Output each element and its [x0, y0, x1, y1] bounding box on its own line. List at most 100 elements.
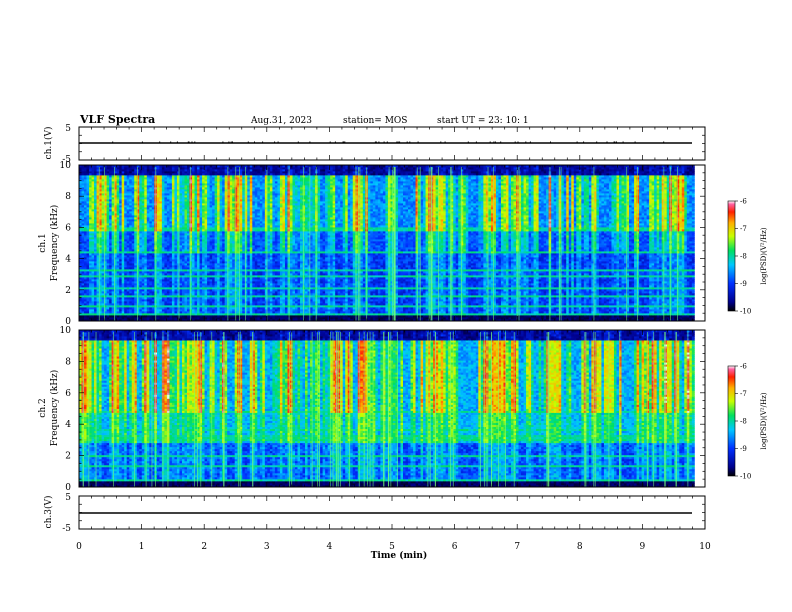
ch1-waveform-sample: [525, 142, 526, 143]
ch1-waveform-sample: [476, 142, 477, 143]
ch1-waveform-sample: [418, 142, 419, 143]
ch2-colorbar-gradient: [728, 366, 735, 476]
ch1-waveform-sample: [159, 142, 160, 143]
ch3-ytick-top: 5: [65, 493, 71, 503]
ch1-waveform-sample: [248, 142, 249, 143]
freq-tick-label: 8: [65, 192, 71, 202]
ch1-waveform-sample: [142, 142, 143, 143]
time-tick-label: 8: [577, 542, 583, 552]
ch1-spectrogram-image: [79, 165, 695, 321]
time-axis-title: Time (min): [371, 550, 428, 561]
freq-tick-label: 10: [60, 161, 72, 171]
station-label: station= MOS: [343, 116, 407, 126]
ch1-waveform-sample: [550, 142, 551, 143]
time-tick-label: 10: [699, 542, 711, 552]
freq-tick-label: 6: [65, 223, 71, 233]
time-tick-label: 7: [514, 542, 520, 552]
ch1-waveform-sample: [274, 142, 275, 143]
ch3-ytick-bottom: -5: [62, 524, 71, 534]
ch1-waveform-sample: [495, 142, 496, 143]
freq-tick-label: 2: [65, 286, 71, 296]
ch1-waveform-sample: [409, 142, 410, 143]
ch1-waveform-sample: [298, 142, 299, 143]
ch1-waveform-sample: [530, 142, 531, 143]
ch1-waveform-sample: [518, 142, 519, 143]
ch1-waveform-sample: [254, 142, 255, 143]
ch1-waveform-sample: [440, 142, 441, 143]
ch1-waveform-sample: [607, 142, 608, 143]
ch1-waveform-sample: [500, 142, 501, 143]
ch1-waveform-sample: [177, 142, 178, 143]
colorbar-tick-label: -6: [740, 363, 747, 371]
ch2-colorbar: -6 -7 -8 -9 -10 log(PSD)(V²/Hz): [728, 363, 768, 481]
ch1-waveform-sample: [344, 142, 345, 143]
ch1-spec-ylabel-line2: Frequency (kHz): [49, 205, 60, 282]
freq-tick-label: 2: [65, 452, 71, 462]
ch1-waveform-sample: [468, 142, 469, 143]
ch2-spec-ylabel-line2: Frequency (kHz): [49, 370, 60, 447]
colorbar-tick-label: -9: [740, 445, 747, 453]
ch1-waveform-sample: [222, 142, 223, 143]
time-tick-label: 2: [201, 542, 207, 552]
freq-tick-label: 8: [65, 357, 71, 367]
ch1-waveform-sample: [375, 142, 376, 143]
ch2-spec-ylabel-line1: ch.2: [38, 398, 48, 417]
ch1-waveform-sample: [384, 142, 385, 143]
ch2-colorbar-label: log(PSD)(V²/Hz): [760, 392, 768, 449]
time-tick-label: 0: [76, 542, 82, 552]
ch1-waveform-sample: [577, 142, 578, 143]
ch1-waveform-sample: [378, 142, 379, 143]
colorbar-tick-label: -7: [740, 225, 747, 233]
ch1-waveform-sample: [228, 142, 229, 143]
colorbar-tick-label: -10: [740, 473, 751, 481]
ch1-waveform-sample: [596, 142, 597, 143]
colorbar-tick-label: -9: [740, 280, 747, 288]
ch1-ytick-top: 5: [65, 124, 71, 134]
ch1-waveform-sample: [262, 142, 263, 143]
ch3-waveform-panel: 5 -5 ch.3(V): [43, 493, 705, 534]
freq-tick-label: 10: [60, 326, 72, 336]
ch1-waveform-sample: [231, 142, 232, 143]
ch1-waveform-sample: [309, 142, 310, 143]
ch1-waveform-sample: [335, 142, 336, 143]
time-tick-label: 1: [139, 542, 145, 552]
ch2-spectrogram-panel: 0 2 4 6 8 10 ch.2 Frequency (kHz) -6 -7 -8 -9 -10…: [38, 326, 768, 493]
freq-tick-label: 6: [65, 389, 71, 399]
ch1-waveform-sample: [515, 142, 516, 143]
colorbar-tick-label: -8: [740, 418, 747, 426]
ch1-waveform-sample: [490, 142, 491, 143]
ch1-waveform-panel: 5 -5 ch.1(V): [43, 124, 705, 165]
freq-tick-label: 4: [65, 420, 71, 430]
ch1-waveform-sample: [376, 142, 377, 143]
ch1-waveform-sample: [278, 142, 279, 143]
ch1-waveform-sample: [399, 142, 400, 143]
ch1-waveform-sample: [623, 142, 624, 143]
date-label: Aug.31, 2023: [250, 116, 312, 126]
ch1-waveform-sample: [192, 142, 193, 143]
ch1-colorbar-gradient: [728, 201, 735, 311]
time-tick-label: 4: [327, 542, 333, 552]
freq-tick-label: 4: [65, 255, 71, 265]
ch3-ylabel: ch.3(V): [43, 496, 54, 529]
start-time-label: start UT = 23: 10: 1: [437, 116, 529, 126]
colorbar-tick-label: -6: [740, 198, 747, 206]
ch1-waveform-sample: [583, 142, 584, 143]
ch1-colorbar: -6-7-8-9-10 log(PSD)(V²/Hz): [728, 198, 768, 316]
ch1-waveform-sample: [663, 142, 664, 143]
ch1-waveform-sample: [407, 142, 408, 143]
freq-tick-label: 0: [65, 483, 71, 493]
ch1-waveform-sample: [616, 142, 617, 143]
ch2-spectrogram-image: [79, 330, 695, 487]
ch1-ylabel: ch.1(V): [43, 127, 54, 160]
ch1-waveform-sample: [445, 142, 446, 143]
ch1-waveform-sample: [635, 142, 636, 143]
ch1-waveform-sample: [194, 142, 195, 143]
time-tick-label: 9: [640, 542, 646, 552]
ch1-waveform-sample: [188, 142, 189, 143]
ch1-waveform-sample: [493, 142, 494, 143]
colorbar-tick-label: -7: [740, 390, 747, 398]
figure-title: VLF Spectra: [79, 113, 155, 126]
ch1-waveform-sample: [112, 142, 113, 143]
